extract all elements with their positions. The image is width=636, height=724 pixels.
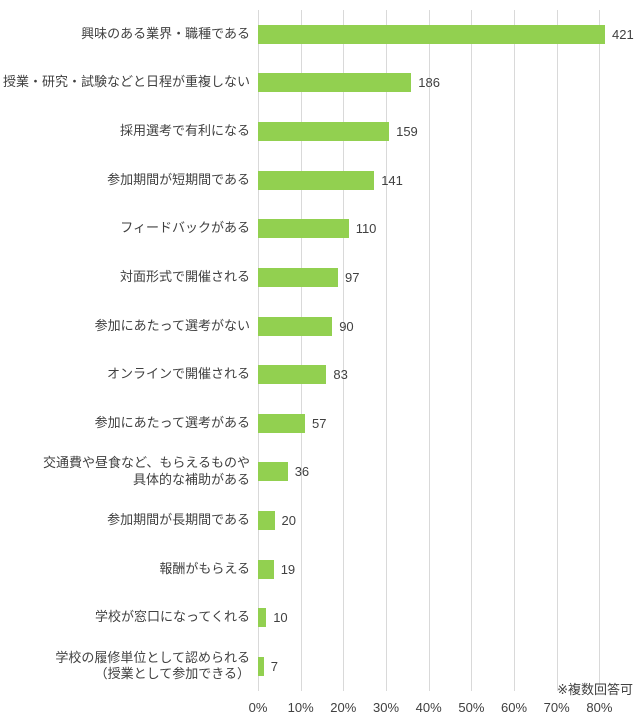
category-label: 学校の履修単位として認められる （授業として参加できる） (55, 649, 250, 682)
chart-row: フィードバックがある 110 (0, 205, 636, 254)
bar (258, 608, 267, 628)
category-label: 授業・研究・試験などと日程が重複しない (2, 74, 250, 90)
chart-row: 授業・研究・試験などと日程が重複しない 186 (0, 59, 636, 108)
multiple-answers-note: ※複数回答可 (557, 682, 633, 697)
chart-row: 対面形式で開催される 97 (0, 253, 636, 302)
bar-track: 186 (258, 59, 636, 108)
x-axis-tick: 20% (330, 700, 357, 715)
bar (258, 122, 390, 142)
x-axis-tick: 0% (248, 700, 268, 715)
x-axis-tick: 70% (543, 700, 570, 715)
category-label: 交通費や昼食など、もらえるものや 具体的な補助がある (43, 455, 250, 487)
chart-row: 採用選考で有利になる 159 (0, 107, 636, 156)
chart-row: オンラインで開催される 83 (0, 350, 636, 399)
bar (258, 73, 412, 93)
value-label: 36 (294, 464, 310, 480)
chart-row: 興味のある業界・職種である 421 (0, 10, 636, 59)
chart-row: 参加期間が短期間である 141 (0, 156, 636, 205)
gridline (300, 10, 302, 691)
x-axis-tick: 80% (586, 700, 613, 715)
x-axis-tick: 60% (500, 700, 528, 715)
bar (258, 365, 327, 385)
bar (258, 219, 349, 239)
bar-track: 36 (258, 448, 636, 497)
gridline (428, 10, 430, 691)
bar-track: 57 (258, 399, 636, 448)
value-label: 186 (418, 75, 440, 91)
value-label: 97 (345, 269, 360, 285)
gridline (258, 10, 259, 691)
bar (258, 24, 605, 44)
bar-track: 97 (258, 253, 636, 302)
gridlines (258, 10, 636, 691)
category-label: 採用選考で有利になる (119, 123, 250, 139)
chart-row: 報酬がもらえる 19 (0, 545, 636, 594)
value-label: 57 (312, 415, 327, 431)
value-label: 83 (333, 367, 348, 383)
gridline (514, 10, 515, 691)
gridline (471, 10, 473, 691)
chart-row: 学校の履修単位として認められる （授業として参加できる） 7 (0, 642, 636, 691)
x-axis-tick: 30% (372, 700, 400, 715)
gridline (386, 10, 387, 691)
chart-row: 参加にあたって選考がない 90 (0, 302, 636, 351)
value-label: 159 (396, 124, 418, 140)
value-label: 110 (355, 221, 377, 237)
bar (258, 170, 375, 190)
value-label: 90 (339, 318, 354, 334)
bar-track: 10 (258, 594, 636, 643)
category-label: フィードバックがある (120, 220, 250, 236)
chart-rows: 興味のある業界・職種である 421 授業・研究・試験などと日程が重複しない 18… (0, 10, 636, 691)
value-label: 421 (612, 26, 634, 42)
bar-track: 83 (258, 350, 636, 399)
bar-track: 19 (258, 545, 636, 594)
bar (258, 559, 274, 579)
chart-row: 交通費や昼食など、もらえるものや 具体的な補助がある 36 (0, 448, 636, 497)
category-label: 参加にあたって選考がない (94, 317, 250, 333)
bar (258, 316, 333, 336)
bar (258, 462, 288, 482)
category-label: 参加期間が短期間である (107, 171, 250, 187)
category-label: 対面形式で開催される (119, 268, 250, 284)
bar-track: 20 (258, 496, 636, 545)
bar-track: 141 (258, 156, 636, 205)
chart-row: 参加期間が長期間である 20 (0, 496, 636, 545)
bar-track: 421 (258, 10, 636, 59)
chart-row: 学校が窓口になってくれる 10 (0, 594, 636, 643)
gridline (343, 10, 345, 691)
bar-track: 90 (258, 302, 636, 351)
bar (258, 511, 275, 531)
category-label: 興味のある業界・職種である (81, 25, 250, 41)
bar (258, 413, 305, 433)
value-label: 20 (281, 513, 296, 529)
bar-track: 159 (258, 107, 636, 156)
x-axis: 0% 10% 20% 30% 40% 50% 60% 70% 80% (0, 700, 636, 718)
value-label: 19 (280, 561, 296, 577)
bar (258, 267, 338, 287)
x-axis-tick: 50% (458, 700, 485, 715)
bar-track: 7 (258, 642, 636, 691)
value-label: 10 (273, 610, 288, 626)
category-label: オンラインで開催される (106, 366, 250, 382)
x-axis-tick: 40% (415, 700, 442, 715)
category-label: 参加期間が長期間である (107, 512, 250, 528)
category-label: 報酬がもらえる (159, 560, 250, 576)
gridline (556, 10, 558, 691)
value-label: 141 (381, 172, 403, 188)
x-axis-tick: 10% (287, 700, 314, 715)
bar (258, 656, 264, 676)
gridline (599, 10, 601, 691)
value-label: 7 (270, 658, 279, 674)
bar-track: 110 (258, 205, 636, 254)
category-label: 学校が窓口になってくれる (95, 609, 250, 625)
category-label: 参加にあたって選考がある (94, 414, 250, 430)
chart-row: 参加にあたって選考がある 57 (0, 399, 636, 448)
